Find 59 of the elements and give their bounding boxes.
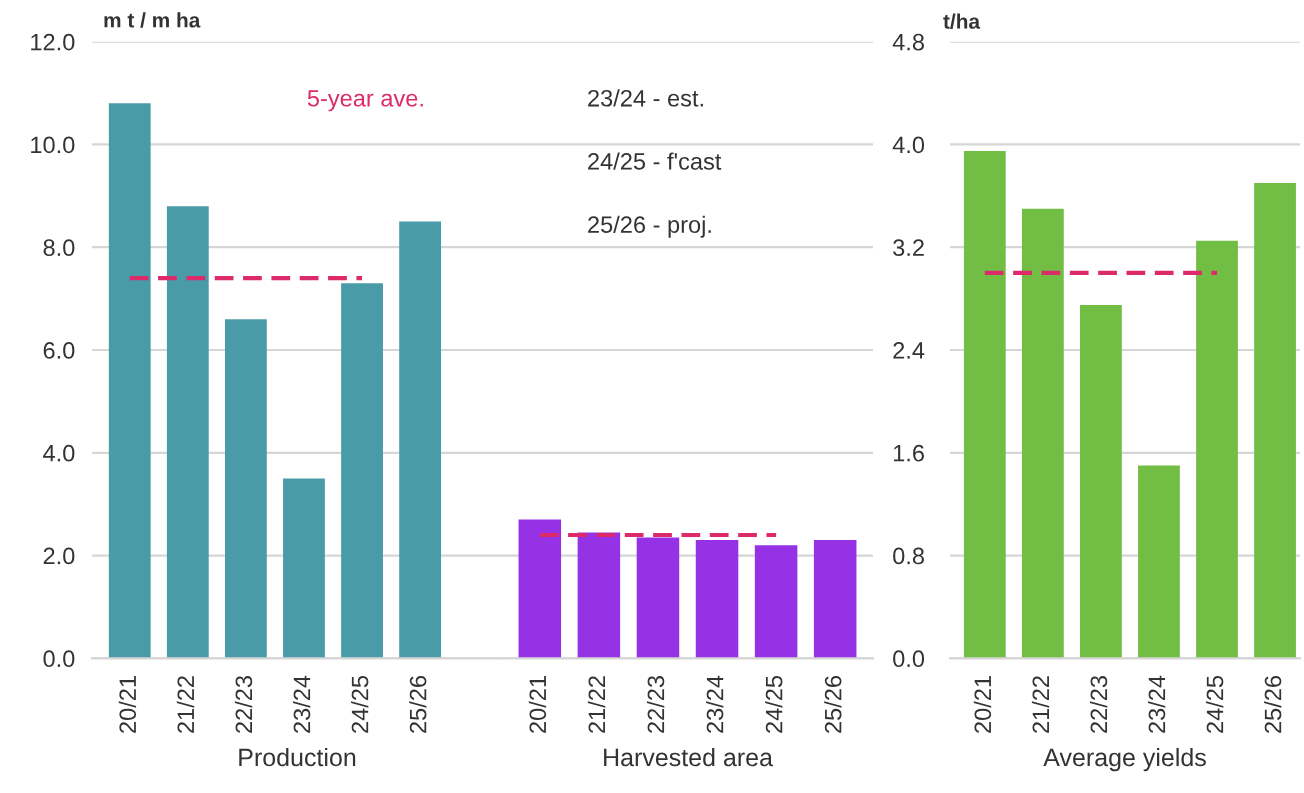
y-tick-label: 2.0: [43, 547, 75, 565]
y-tick-label: 2.4: [893, 342, 925, 359]
bar: [1254, 183, 1296, 659]
x-tick-label: 22/23: [1089, 676, 1108, 733]
y-tick-label: 4.0: [43, 444, 75, 462]
y-tick-label: 6.0: [43, 342, 75, 359]
x-tick-label: 21/22: [1031, 676, 1050, 733]
text: 5-year ave.: [307, 90, 423, 112]
x-tick-label: 25/26: [409, 676, 427, 733]
bar: [283, 478, 325, 659]
x-tick-label: 21/22: [587, 676, 606, 733]
bar: [695, 540, 739, 659]
y-tick-label: 3.2: [893, 239, 924, 257]
bar: [108, 103, 151, 659]
x-tick-label: 23/24: [292, 675, 311, 733]
bar: [518, 519, 562, 659]
y-tick-label: 4.0: [892, 136, 925, 154]
x-tick-label: 20/21: [118, 676, 137, 733]
x-tick-label: 22/23: [646, 676, 665, 733]
x-axis-title: Average yields: [1043, 747, 1206, 772]
bar: [341, 283, 383, 659]
x-tick-label: 21/22: [176, 676, 195, 733]
x-tick-label: 24/25: [765, 675, 783, 733]
x-tick-label: 20/21: [973, 676, 992, 733]
annotation: 24/25 - f'cast: [588, 152, 722, 170]
y-tick-label: 8.0: [43, 239, 75, 257]
x-axis-title: Production: [239, 747, 356, 767]
bar: [399, 221, 442, 659]
bar: [813, 540, 857, 659]
y-tick-label: 0.0: [43, 650, 75, 668]
x-tick-label: 24/25: [351, 675, 369, 733]
y-axis-title: t/ha: [943, 13, 981, 30]
bar: [224, 319, 267, 659]
x-tick-label: 22/23: [234, 676, 253, 733]
x-tick-label: 23/24: [706, 675, 724, 733]
y-axis-title: m t / m ha: [104, 12, 201, 28]
y-tick-label: 1.6: [893, 444, 924, 462]
bar: [636, 537, 680, 659]
x-tick-label: 24/25: [1205, 675, 1224, 733]
y-tick-label: 12.0: [31, 33, 75, 51]
y-tick-label: 10.0: [31, 136, 75, 154]
bar: [166, 206, 209, 659]
x-tick-label: 20/21: [528, 676, 547, 733]
y-tick-label: 0.8: [893, 547, 924, 565]
bar: [577, 532, 621, 659]
y-tick-label: 0.0: [893, 650, 925, 668]
bar: [1080, 305, 1122, 659]
bar: [754, 545, 798, 659]
annotation: 25/26 - proj.: [588, 215, 711, 238]
x-tick-label: 23/24: [1147, 675, 1166, 733]
bar: [1196, 240, 1238, 659]
annotation: 23/24 - est.: [588, 89, 703, 107]
bar: [963, 150, 1006, 659]
x-axis-title: Harvested area: [604, 747, 773, 767]
bar: [1021, 208, 1064, 659]
x-tick-label: 25/26: [824, 676, 842, 733]
bar: [1138, 465, 1180, 659]
x-tick-label: 25/26: [1264, 676, 1282, 733]
y-tick-label: 4.8: [892, 33, 924, 51]
